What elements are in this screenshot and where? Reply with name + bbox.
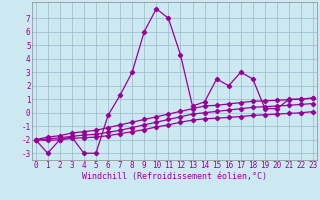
X-axis label: Windchill (Refroidissement éolien,°C): Windchill (Refroidissement éolien,°C): [82, 172, 267, 181]
